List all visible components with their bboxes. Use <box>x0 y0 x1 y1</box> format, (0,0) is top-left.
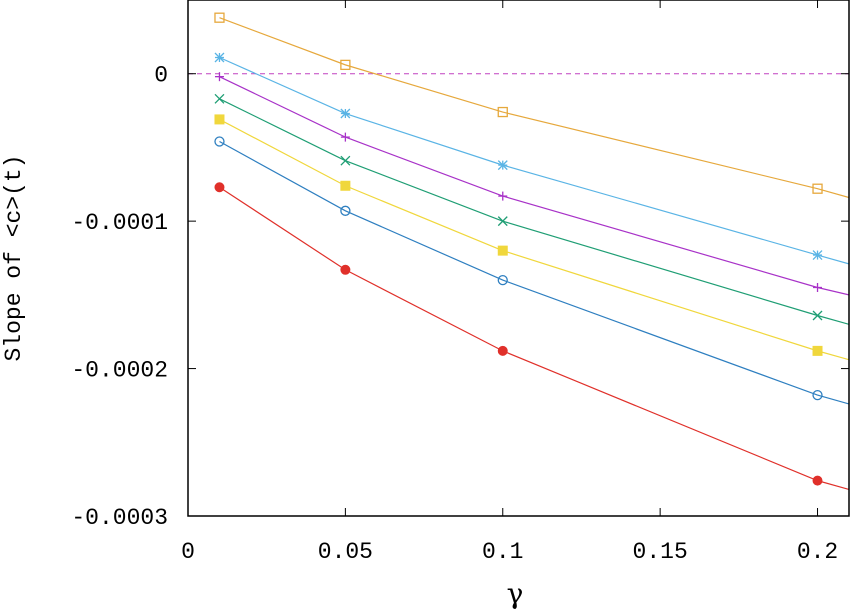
series-2-point-0 <box>214 72 224 82</box>
series-2-point-2 <box>498 191 508 201</box>
y-tick-label-1: -0.0001 <box>71 210 168 236</box>
x-tick-label-2: 0.1 <box>482 539 523 565</box>
series-6-point-2 <box>497 345 508 356</box>
series-0-point-3 <box>812 183 823 194</box>
series-0-point-2 <box>497 106 508 118</box>
series-3-point-3 <box>812 310 823 321</box>
series-4-point-3 <box>812 345 823 356</box>
series-2-point-3 <box>813 282 823 292</box>
series-1-point-2 <box>497 160 508 171</box>
series-3-line <box>219 98 849 325</box>
series-3-point-0 <box>214 93 225 104</box>
plot-frame <box>187 0 850 517</box>
series-5-line <box>219 141 849 405</box>
x-tick-label-4: 0.2 <box>797 539 838 565</box>
x-tick-labels: 0 0.05 0.1 0.15 0.2 <box>181 539 838 565</box>
y-tick-labels: 0 -0.0001 -0.0002 -0.0003 <box>71 63 168 531</box>
x-tick-label-3: 0.15 <box>633 539 688 565</box>
series-3-point-1 <box>340 155 351 166</box>
axis-ticks <box>187 0 849 517</box>
series-0-point-0 <box>214 12 225 23</box>
series-1-point-3 <box>812 250 823 261</box>
plot-content <box>188 12 849 491</box>
series-3-point-2 <box>497 216 508 227</box>
series-0-line <box>219 17 849 199</box>
y-tick-label-0: 0 <box>154 63 168 89</box>
series-1-point-1 <box>340 108 351 119</box>
y-tick-label-3: -0.0003 <box>71 505 168 531</box>
series-5-point-1 <box>340 205 351 216</box>
series-6-line <box>219 186 849 491</box>
x-tick-label-1: 0.05 <box>318 539 373 565</box>
series-4-point-1 <box>340 180 351 191</box>
y-axis-label: Slope of <c>(t) <box>1 154 27 361</box>
series-6-point-1 <box>340 264 351 275</box>
series-4-point-0 <box>214 114 225 125</box>
series-6-point-0 <box>214 182 225 193</box>
x-axis-label: γ <box>507 577 524 610</box>
x-tick-label-0: 0 <box>181 539 195 565</box>
y-tick-label-2: -0.0002 <box>71 358 168 384</box>
series-6-point-3 <box>812 475 823 486</box>
series-2-line <box>219 76 849 296</box>
series-5-point-3 <box>812 389 823 401</box>
series-5-point-0 <box>214 136 225 147</box>
series-4-line <box>219 118 849 361</box>
series-0-point-1 <box>340 59 351 71</box>
series-1-line <box>219 56 849 265</box>
series-5-point-2 <box>497 274 508 286</box>
series-4-point-2 <box>497 245 508 256</box>
plot-area <box>188 12 849 491</box>
series-1-point-0 <box>214 52 225 63</box>
series-2-point-1 <box>340 132 350 142</box>
